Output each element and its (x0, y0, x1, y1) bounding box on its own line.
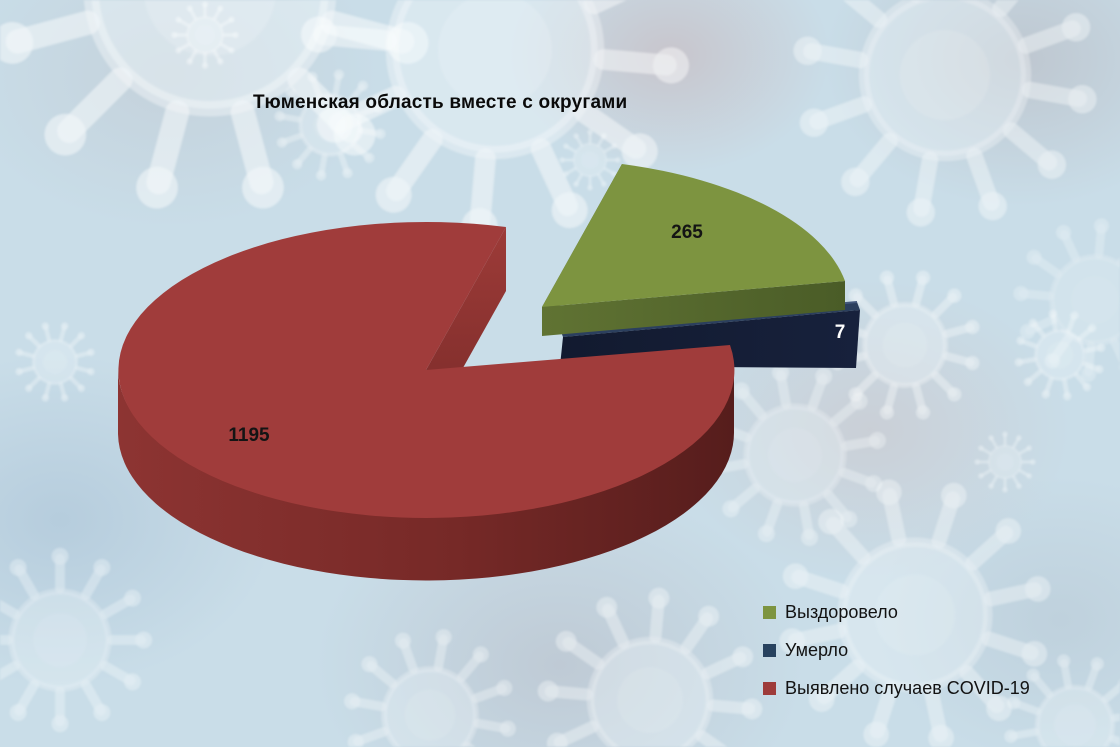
pie-slice-recovered-front-wall (542, 281, 845, 336)
legend-label-died: Умерло (785, 639, 849, 660)
data-label-detected: 1195 (228, 425, 270, 446)
pie-slice-detected-rim-side (118, 367, 735, 581)
pie-slice-recovered (542, 164, 845, 336)
legend-swatch-recovered (763, 605, 776, 619)
chart-legend: Выздоровело Умерло Выявлено случаев COVI… (763, 593, 1030, 707)
legend-label-detected: Выявлено случаев COVID-19 (785, 677, 1030, 698)
pie-slice-recovered-top-face (542, 164, 845, 307)
data-label-recovered: 265 (671, 222, 703, 243)
chart-title: Тюменская область вместе с округами (253, 92, 628, 113)
pie-slice-detected-top-face (118, 221, 735, 518)
legend-label-recovered: Выздоровело (785, 601, 898, 622)
legend-item-recovered: Выздоровело (763, 593, 1030, 631)
pie-slice-detected (118, 221, 735, 581)
legend-item-died: Умерло (763, 631, 1030, 669)
legend-swatch-detected (763, 681, 776, 695)
legend-item-detected: Выявлено случаев COVID-19 (763, 669, 1030, 707)
data-label-died: 7 (835, 322, 846, 343)
legend-swatch-died (763, 643, 776, 657)
